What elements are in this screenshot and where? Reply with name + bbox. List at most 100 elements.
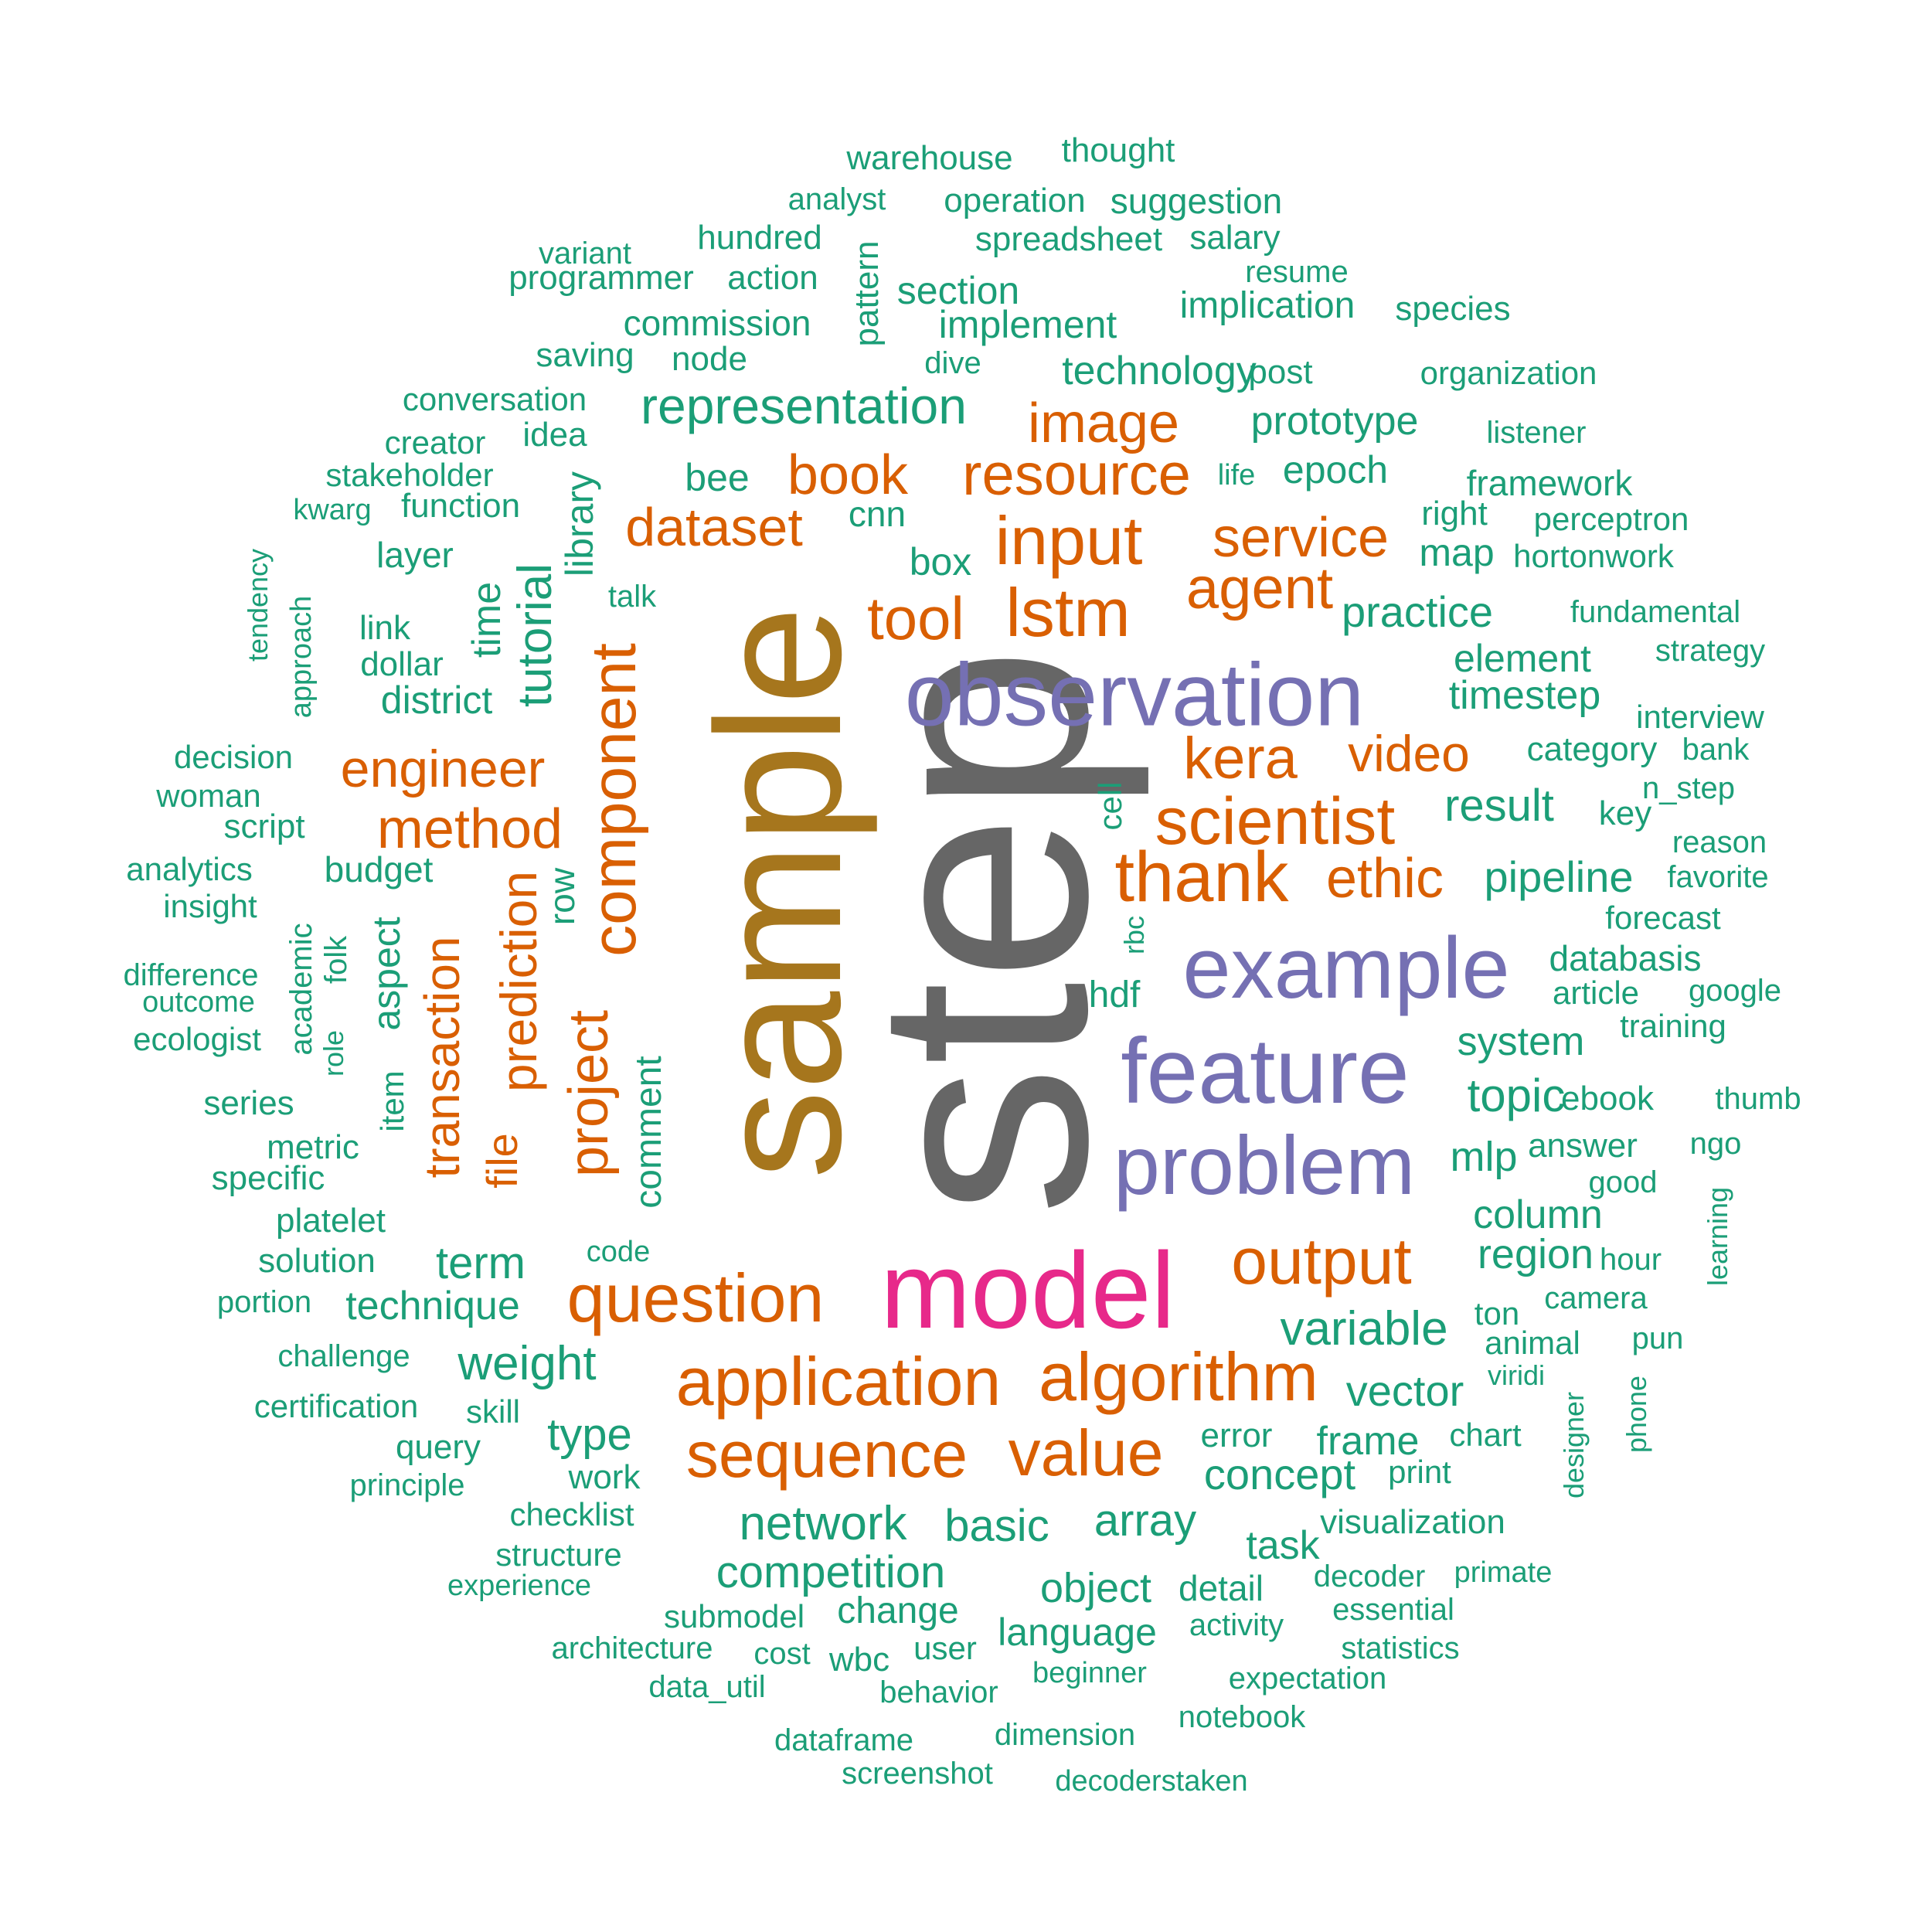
word-result: result bbox=[1444, 781, 1554, 831]
word-observation: observation bbox=[904, 645, 1365, 745]
word-mlp: mlp bbox=[1450, 1134, 1518, 1180]
word-budget: budget bbox=[324, 849, 434, 889]
word-comment: comment bbox=[628, 1056, 669, 1209]
word-ton: ton bbox=[1474, 1295, 1520, 1332]
word-region: region bbox=[1477, 1231, 1594, 1277]
word-n-step: n_step bbox=[1641, 771, 1736, 805]
word-model: model bbox=[880, 1230, 1175, 1351]
word-implement: implement bbox=[938, 303, 1117, 346]
word-statistics: statistics bbox=[1341, 1631, 1460, 1665]
word-weight: weight bbox=[457, 1337, 597, 1390]
word-idea: idea bbox=[522, 416, 587, 454]
word-variant: variant bbox=[538, 236, 632, 270]
word-transaction: transaction bbox=[414, 936, 470, 1179]
word-node: node bbox=[672, 340, 747, 378]
word-video: video bbox=[1348, 725, 1470, 782]
word-listener: listener bbox=[1486, 416, 1587, 450]
word-kera: kera bbox=[1183, 726, 1298, 791]
word-visualization: visualization bbox=[1320, 1503, 1505, 1541]
word-stakeholder: stakeholder bbox=[325, 457, 494, 493]
word-technology: technology bbox=[1062, 349, 1257, 393]
word-skill: skill bbox=[466, 1393, 520, 1430]
word-salary: salary bbox=[1189, 219, 1281, 257]
word-engineer: engineer bbox=[340, 740, 546, 798]
word-life: life bbox=[1217, 459, 1256, 492]
word-framework: framework bbox=[1466, 463, 1633, 503]
word-timestep: timestep bbox=[1448, 673, 1601, 718]
word-example: example bbox=[1182, 920, 1510, 1016]
word-tool: tool bbox=[867, 584, 964, 652]
word-array: array bbox=[1094, 1495, 1197, 1546]
word-dollar: dollar bbox=[360, 645, 444, 683]
word-specific: specific bbox=[211, 1159, 325, 1197]
word-analytics: analytics bbox=[126, 851, 253, 887]
word-application: application bbox=[675, 1343, 1002, 1420]
word-column: column bbox=[1473, 1192, 1603, 1237]
word-right: right bbox=[1421, 495, 1488, 532]
word-variable: variable bbox=[1280, 1302, 1448, 1355]
word-conversation: conversation bbox=[402, 381, 587, 417]
word-dimension: dimension bbox=[994, 1718, 1136, 1752]
word-portion: portion bbox=[216, 1285, 312, 1319]
word-basic: basic bbox=[944, 1501, 1049, 1551]
word-type: type bbox=[547, 1410, 632, 1460]
word-data-util: data_util bbox=[648, 1670, 766, 1704]
word-link: link bbox=[359, 609, 411, 647]
word-fundamental: fundamental bbox=[1570, 595, 1741, 629]
word-prediction: prediction bbox=[490, 870, 547, 1093]
word-training: training bbox=[1620, 1008, 1726, 1044]
word-cost: cost bbox=[753, 1637, 811, 1671]
word-representation: representation bbox=[641, 377, 967, 434]
word-pipeline: pipeline bbox=[1484, 852, 1634, 901]
word-dataframe: dataframe bbox=[774, 1723, 914, 1757]
word-network: network bbox=[739, 1497, 907, 1550]
word-value: value bbox=[1008, 1417, 1164, 1489]
word-strategy: strategy bbox=[1655, 634, 1766, 668]
word-epoch: epoch bbox=[1282, 448, 1389, 492]
word-image: image bbox=[1027, 393, 1180, 454]
word-topic: topic bbox=[1467, 1070, 1566, 1121]
word-cell: cell bbox=[1092, 781, 1128, 831]
word-box: box bbox=[909, 540, 972, 583]
word-script: script bbox=[223, 808, 305, 845]
word-prototype: prototype bbox=[1250, 399, 1419, 444]
word-warehouse: warehouse bbox=[846, 139, 1013, 177]
word-good: good bbox=[1588, 1165, 1658, 1199]
word-change: change bbox=[837, 1590, 959, 1631]
word-detail: detail bbox=[1179, 1568, 1264, 1608]
word-forecast: forecast bbox=[1605, 900, 1721, 936]
word-architecture: architecture bbox=[551, 1631, 713, 1665]
word-checklist: checklist bbox=[509, 1496, 634, 1532]
word-district: district bbox=[380, 679, 493, 722]
word-method: method bbox=[376, 798, 563, 860]
word-decision: decision bbox=[173, 739, 294, 775]
word-rbc: rbc bbox=[1118, 915, 1150, 955]
word-function: function bbox=[400, 487, 521, 525]
word-wbc: wbc bbox=[828, 1641, 890, 1679]
word-animal: animal bbox=[1485, 1325, 1580, 1361]
word-hundred: hundred bbox=[697, 219, 822, 257]
word-component: component bbox=[579, 643, 649, 957]
word-decoderstaken: decoderstaken bbox=[1055, 1765, 1248, 1798]
word-library: library bbox=[558, 471, 601, 577]
word-output: output bbox=[1231, 1225, 1412, 1298]
word-concept: concept bbox=[1203, 1450, 1356, 1498]
word-folk: folk bbox=[319, 935, 353, 985]
word-sequence: sequence bbox=[685, 1418, 968, 1491]
word-problem: problem bbox=[1113, 1118, 1416, 1212]
word-implication: implication bbox=[1179, 285, 1355, 326]
word-feature: feature bbox=[1121, 1019, 1410, 1123]
word-insight: insight bbox=[163, 888, 257, 924]
word-designer: designer bbox=[1558, 1391, 1590, 1499]
word-resource: resource bbox=[962, 442, 1191, 508]
word-aspect: aspect bbox=[365, 917, 408, 1031]
word-google: google bbox=[1688, 974, 1782, 1008]
word-object: object bbox=[1039, 1565, 1152, 1611]
word-databasis: databasis bbox=[1549, 938, 1702, 978]
word-challenge: challenge bbox=[277, 1339, 410, 1373]
word-sample: sample bbox=[679, 606, 878, 1179]
word-hour: hour bbox=[1599, 1243, 1662, 1277]
word-notebook: notebook bbox=[1178, 1700, 1306, 1734]
word-saving: saving bbox=[536, 336, 634, 374]
